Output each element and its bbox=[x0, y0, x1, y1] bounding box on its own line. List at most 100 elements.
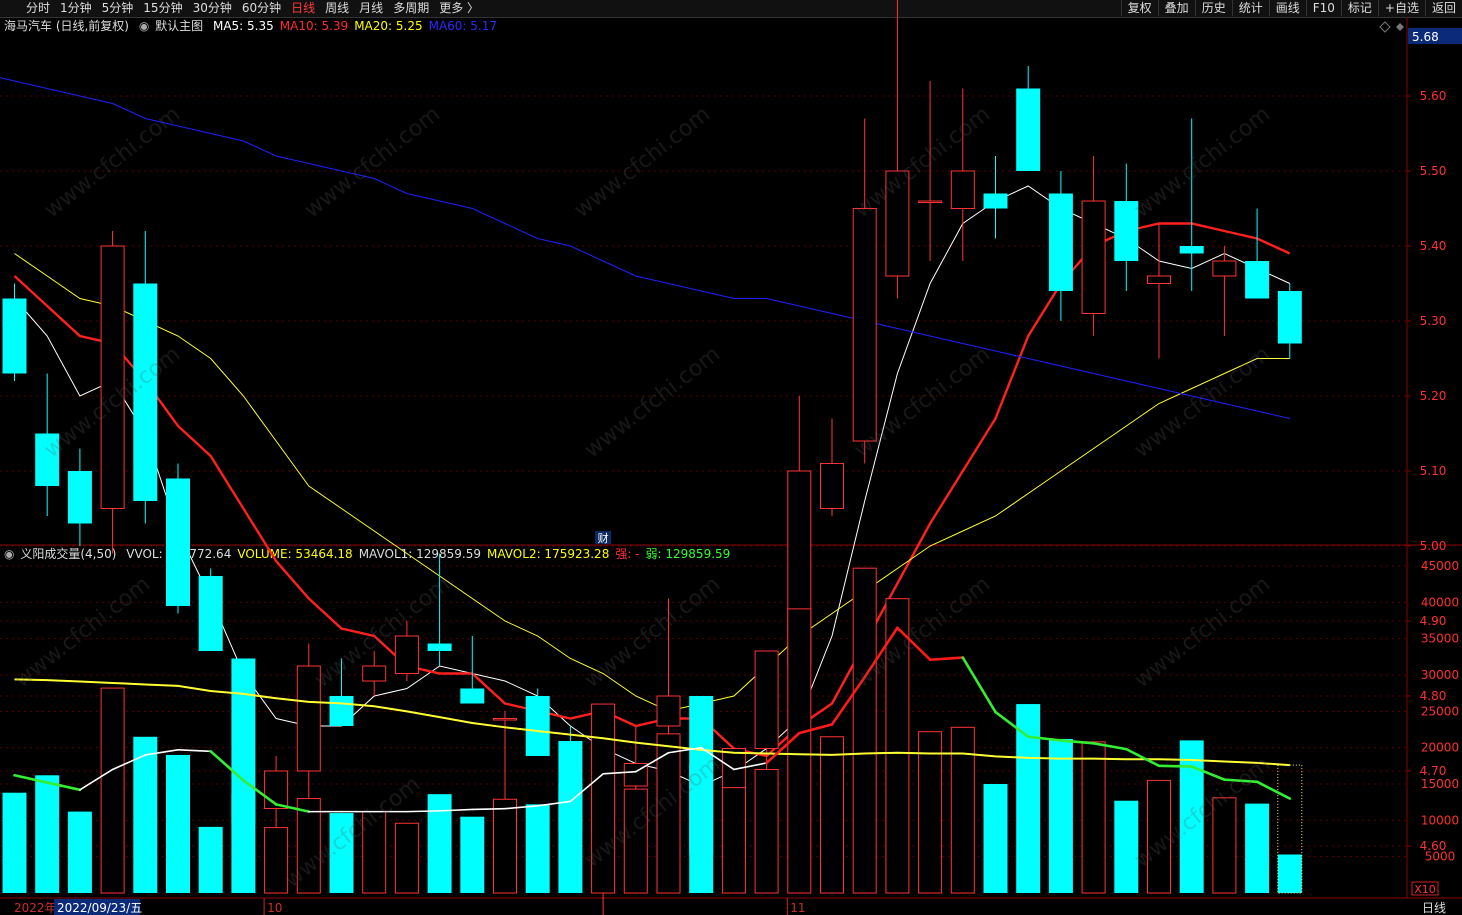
mavol1-segment bbox=[765, 731, 801, 765]
tab-4[interactable]: 30分钟 bbox=[192, 1, 232, 15]
year-label: 2022年 bbox=[14, 901, 57, 915]
mavol1-segment bbox=[961, 656, 997, 714]
candle-body bbox=[166, 478, 190, 606]
candle bbox=[1081, 156, 1106, 336]
candle bbox=[1016, 66, 1041, 171]
volume-bar bbox=[362, 811, 387, 894]
candle bbox=[493, 711, 517, 801]
tool-button-3[interactable]: 统计 bbox=[1231, 0, 1269, 16]
volume-bar bbox=[493, 798, 517, 894]
tab-2[interactable]: 5分钟 bbox=[101, 1, 134, 15]
tab-3[interactable]: 15分钟 bbox=[143, 1, 183, 15]
tool-button-7[interactable]: +自选 bbox=[1377, 0, 1425, 16]
candle bbox=[133, 231, 158, 524]
volume-bar bbox=[198, 826, 223, 893]
candle bbox=[100, 231, 125, 554]
candle bbox=[198, 568, 223, 651]
tool-button-8[interactable]: 返回 bbox=[1424, 0, 1462, 16]
volume-bar bbox=[1147, 779, 1171, 894]
volume-bar bbox=[67, 811, 92, 893]
tool-button-2[interactable]: 历史 bbox=[1194, 0, 1232, 16]
indicator-menu-icon[interactable]: ◉ bbox=[4, 547, 15, 561]
candle bbox=[852, 118, 877, 464]
tab-0[interactable]: 分时 bbox=[26, 1, 51, 15]
volume-bar bbox=[1179, 740, 1204, 893]
price-tick-label: 4.80 bbox=[1420, 689, 1447, 703]
cursor-date-label: 2022/09/23/五 bbox=[57, 901, 142, 915]
tab-6[interactable]: 日线 bbox=[291, 1, 316, 15]
mavol1-segment bbox=[797, 723, 834, 735]
mavol1-segment bbox=[667, 746, 703, 754]
volume-bar bbox=[1245, 803, 1270, 893]
mavol1-segment bbox=[896, 626, 932, 662]
candle-body bbox=[296, 665, 321, 772]
tool-button-5[interactable]: F10 bbox=[1305, 0, 1341, 16]
candle-body bbox=[656, 695, 681, 727]
volume-bar bbox=[885, 598, 910, 894]
candle-body bbox=[820, 463, 844, 509]
template-label[interactable]: 默认主图 bbox=[155, 19, 204, 33]
period-tabs: 分时 1分钟 5分钟 15分钟 30分钟 60分钟 日线 周线 月线 多周期 更多 〉 bbox=[26, 0, 479, 16]
candle bbox=[394, 621, 419, 681]
tool-button-6[interactable]: 标记 bbox=[1340, 0, 1378, 16]
tool-button-1[interactable]: 叠加 bbox=[1157, 0, 1195, 16]
volume-bar bbox=[754, 768, 779, 894]
mavol1-segment bbox=[242, 779, 278, 806]
candle-body bbox=[1179, 246, 1204, 254]
mavol1-segment bbox=[1190, 765, 1226, 781]
multiplier-box bbox=[1411, 881, 1439, 896]
candle bbox=[983, 156, 1008, 239]
ma-line-ma60 bbox=[0, 77, 1290, 419]
volume-bar bbox=[1212, 797, 1237, 894]
mavol1-segment bbox=[13, 773, 49, 784]
tab-10[interactable]: 更多 〉 bbox=[439, 1, 480, 15]
current-price-label: 5.68 bbox=[1412, 30, 1439, 44]
tab-9[interactable]: 多周期 bbox=[393, 1, 430, 15]
volume-bar bbox=[820, 736, 844, 894]
ma-label-0: MA5: 5.35 bbox=[212, 19, 274, 33]
mavol1-segment bbox=[177, 749, 212, 753]
tab-7[interactable]: 周线 bbox=[325, 1, 350, 15]
price-tick-label: 4.60 bbox=[1420, 839, 1447, 853]
mavol1-segment bbox=[209, 749, 245, 782]
volume-tick-label: 40000 bbox=[1421, 595, 1459, 609]
tab-1[interactable]: 1分钟 bbox=[60, 1, 92, 15]
volume-bar bbox=[1016, 704, 1041, 893]
ma-label-2: MA20: 5.25 bbox=[354, 19, 423, 33]
candle bbox=[950, 88, 975, 261]
tool-button-0[interactable]: 复权 bbox=[1120, 0, 1158, 16]
mavol1-segment bbox=[1157, 764, 1193, 768]
ma-line-ma5 bbox=[14, 185, 1291, 787]
right-tools: 复权 叠加 历史 统计 画线 F10 标记 +自选 返回 bbox=[1120, 0, 1462, 16]
volume-tick-label: 5000 bbox=[1425, 850, 1456, 864]
price-tick-label: 5.60 bbox=[1420, 89, 1447, 103]
volume-bar bbox=[166, 754, 190, 893]
volume-bar bbox=[591, 703, 616, 894]
candle-body bbox=[460, 688, 485, 704]
volume-title[interactable]: 义阳成交量(4,50) bbox=[20, 547, 117, 561]
mavol1-segment bbox=[1026, 735, 1063, 742]
mavol1-segment bbox=[634, 751, 670, 773]
ma-line-ma10 bbox=[13, 222, 1291, 758]
candle-body bbox=[427, 643, 452, 651]
candle-body bbox=[885, 170, 910, 277]
template-icon[interactable]: ◉ bbox=[138, 19, 150, 33]
mavol1-segment bbox=[1092, 742, 1128, 751]
mavol1-segment bbox=[438, 808, 474, 812]
volume-label-3: MAVOL2: 175923.28 bbox=[487, 547, 610, 561]
volume-bar bbox=[296, 798, 321, 894]
tab-8[interactable]: 月线 bbox=[359, 1, 384, 15]
candle bbox=[1147, 223, 1171, 359]
candle bbox=[35, 373, 60, 516]
volume-bar bbox=[35, 775, 60, 893]
candle-body bbox=[983, 193, 1008, 209]
candle bbox=[460, 636, 485, 704]
tab-5[interactable]: 60分钟 bbox=[241, 1, 282, 15]
volume-bar bbox=[2, 792, 27, 893]
diamond-filled-icon bbox=[1396, 23, 1404, 31]
volume-tick-label: 15000 bbox=[1421, 777, 1459, 791]
volume-bar bbox=[950, 726, 975, 894]
mavol1-segment bbox=[45, 781, 82, 792]
tool-button-4[interactable]: 画线 bbox=[1268, 0, 1306, 16]
